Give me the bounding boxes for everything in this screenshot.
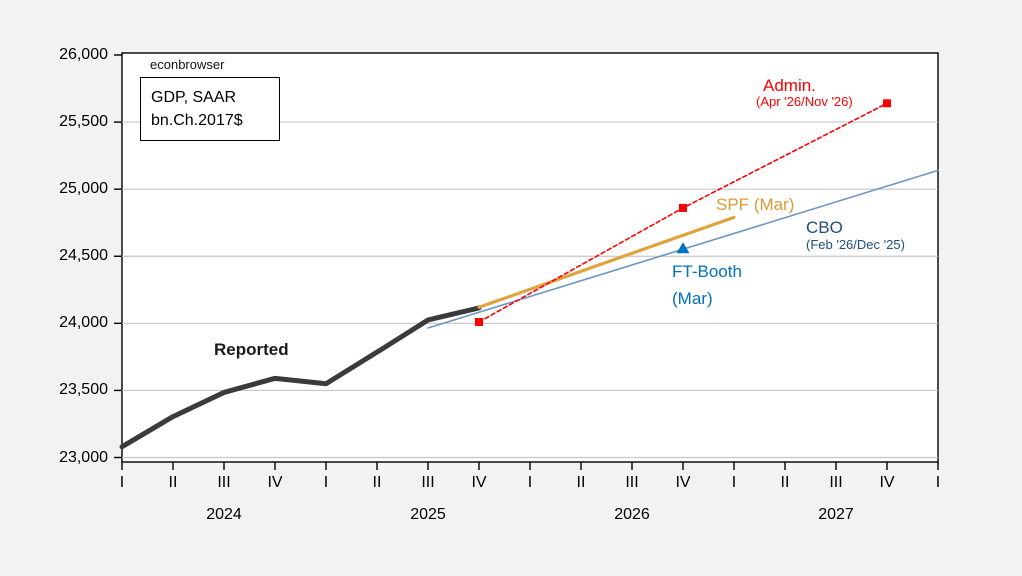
y-tick-label: 23,500 [59,381,108,399]
reported-series-label: Reported [214,340,289,359]
x-year-label: 2027 [818,506,854,523]
admin-apr-nov-marker [475,317,483,326]
x-tick-label: I [731,474,737,491]
ft-booth-series-label: FT-Booth [672,262,742,281]
x-tick-label: I [935,474,941,491]
x-tick-label: I [119,474,125,491]
reported-line [119,305,482,450]
x-year-label: 2025 [410,506,446,523]
y-tick-label: 24,500 [59,247,108,265]
ft-booth-mar-marker [676,242,690,254]
y-tick-label: 25,000 [59,180,108,198]
x-tick-label: I [323,474,329,491]
x-tick-label: II [372,474,382,491]
x-tick-label: IV [675,474,691,491]
x-tick-label: III [421,474,435,491]
admin-series-sublabel: (Apr '26/Nov '26) [756,94,853,109]
y-tick-label: 23,000 [59,448,108,466]
x-year-label: 2026 [614,506,650,523]
spf-series-label: SPF (Mar) [716,195,795,214]
legend-line2: bn.Ch.2017$ [151,112,243,129]
y-tick-label: 24,000 [59,314,108,332]
x-tick-label: I [527,474,533,491]
x-tick-label: II [168,474,178,491]
x-tick-label: IV [879,474,895,491]
x-tick-label: III [625,474,639,491]
admin-series-label: Admin. [763,76,816,95]
admin-apr-nov-marker [679,203,687,212]
x-tick-label: IV [471,474,487,491]
x-tick-label: III [217,474,231,491]
x-tick-label: IV [267,474,283,491]
y-tick-label: 25,500 [59,113,108,131]
spf-mar-line [477,215,736,309]
x-year-label: 2024 [206,506,242,523]
watermark-text: econbrowser [150,57,225,72]
legend-box: GDP, SAAR bn.Ch.2017$ [140,77,280,141]
ft-booth-series-sublabel: (Mar) [672,289,713,308]
cbo-series-label: CBO [806,218,843,237]
cbo-series-sublabel: (Feb '26/Dec '25) [806,237,905,252]
x-tick-label: II [780,474,790,491]
x-tick-label: III [829,474,843,491]
legend-line1: GDP, SAAR [151,88,237,106]
admin-apr-nov-marker [883,99,891,108]
x-tick-label: II [576,474,586,491]
y-tick-label: 26,000 [59,46,108,63]
